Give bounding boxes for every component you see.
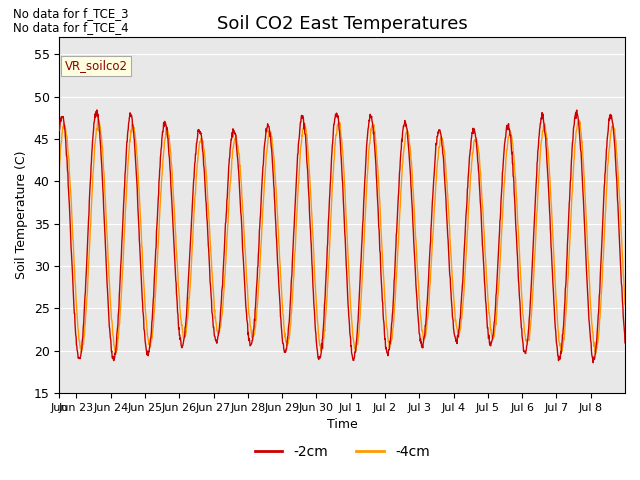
Text: No data for f_TCE_3: No data for f_TCE_3 [13, 7, 128, 20]
Title: Soil CO2 East Temperatures: Soil CO2 East Temperatures [217, 15, 467, 33]
X-axis label: Time: Time [327, 419, 358, 432]
Y-axis label: Soil Temperature (C): Soil Temperature (C) [15, 151, 28, 279]
Text: VR_soilco2: VR_soilco2 [65, 60, 128, 72]
Text: No data for f_TCE_4: No data for f_TCE_4 [13, 21, 129, 34]
Legend: -2cm, -4cm: -2cm, -4cm [249, 439, 435, 465]
